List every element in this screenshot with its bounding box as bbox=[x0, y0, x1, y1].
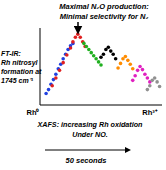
point bbox=[76, 32, 80, 36]
annotation: formation at bbox=[1, 68, 42, 75]
point bbox=[109, 49, 113, 53]
arrow bbox=[77, 22, 79, 30]
point bbox=[107, 45, 111, 49]
point bbox=[99, 63, 103, 67]
point bbox=[61, 57, 65, 61]
annotation: Rh³⁺ bbox=[142, 108, 158, 117]
annotation: XAFS: increasing Rh oxidation bbox=[36, 120, 143, 129]
point bbox=[50, 84, 54, 88]
point bbox=[54, 76, 58, 80]
point bbox=[89, 51, 93, 55]
annotation: Rh⁰ bbox=[27, 108, 40, 117]
point bbox=[94, 57, 98, 61]
point bbox=[97, 60, 101, 64]
point bbox=[143, 72, 147, 76]
point bbox=[146, 88, 150, 92]
point bbox=[146, 76, 150, 80]
point bbox=[54, 72, 58, 76]
point bbox=[85, 45, 89, 49]
point bbox=[155, 80, 159, 84]
time-arrow bbox=[45, 150, 128, 151]
point bbox=[74, 35, 78, 39]
point bbox=[102, 52, 106, 56]
point bbox=[71, 40, 75, 44]
point bbox=[119, 62, 123, 66]
point bbox=[131, 67, 135, 71]
annotation: Maximal N₂O production: bbox=[59, 2, 149, 11]
point bbox=[65, 53, 69, 57]
x-axis bbox=[40, 105, 162, 106]
point bbox=[92, 54, 96, 58]
point bbox=[124, 55, 128, 59]
point bbox=[136, 69, 140, 73]
point bbox=[47, 88, 51, 92]
point bbox=[87, 48, 91, 52]
point bbox=[44, 92, 48, 96]
annotation: Rh nitrosyl bbox=[1, 59, 39, 67]
plot-area bbox=[44, 32, 161, 95]
point bbox=[141, 68, 145, 72]
point bbox=[61, 61, 65, 65]
point bbox=[133, 74, 137, 78]
point bbox=[78, 35, 82, 39]
point bbox=[58, 69, 62, 73]
annotation: FT-IR: bbox=[1, 50, 21, 57]
point bbox=[138, 65, 142, 69]
point bbox=[131, 79, 135, 83]
point bbox=[116, 66, 120, 70]
annotation: 50 seconds bbox=[66, 156, 107, 165]
annotation: 1745 cm⁻¹ bbox=[1, 77, 34, 84]
chart: Maximal N₂O production:Minimal selectivi… bbox=[0, 0, 166, 170]
point bbox=[148, 84, 152, 88]
point bbox=[111, 52, 115, 56]
point bbox=[158, 85, 162, 89]
point bbox=[82, 42, 86, 46]
point bbox=[69, 46, 73, 50]
annotation: Under NO. bbox=[72, 130, 108, 139]
point bbox=[126, 59, 130, 63]
annotation: Minimal selectivity for N₂ bbox=[60, 12, 149, 21]
point bbox=[114, 57, 118, 61]
point bbox=[128, 62, 132, 66]
point bbox=[153, 76, 157, 80]
y-axis bbox=[40, 28, 41, 105]
point bbox=[99, 55, 103, 59]
